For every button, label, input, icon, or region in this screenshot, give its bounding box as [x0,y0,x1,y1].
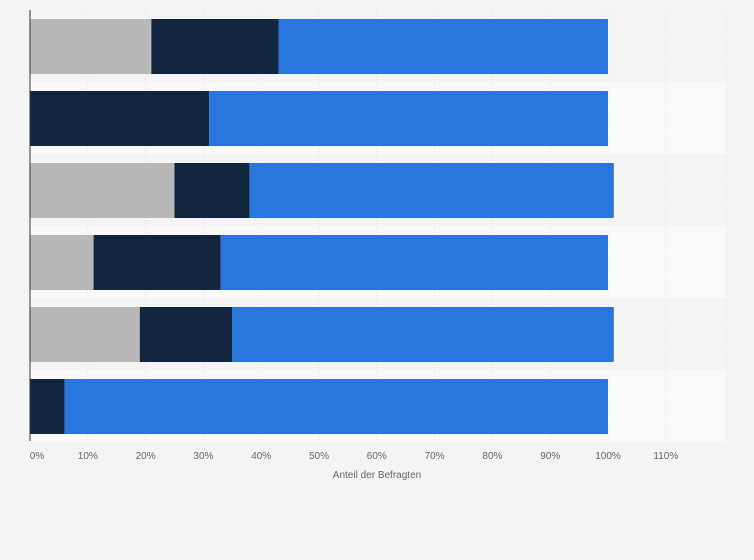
x-tick-label: 30% [193,451,213,462]
x-tick-label: 80% [482,451,502,462]
bar-segment[interactable] [30,235,94,290]
bars [30,19,614,434]
bar-segment[interactable] [64,379,609,434]
x-tick-label: 90% [540,451,560,462]
bar-segment[interactable] [93,235,221,290]
bar-segment[interactable] [30,163,175,218]
x-tick-label: 40% [251,451,271,462]
bar-segment[interactable] [220,235,609,290]
bar-segment[interactable] [151,19,279,74]
x-tick-label: 110% [653,451,678,462]
bar-segment[interactable] [278,19,608,74]
x-tick-label: 20% [136,451,156,462]
bar-segment[interactable] [30,19,152,74]
row-bands [30,10,726,442]
x-tick-label: 60% [367,451,387,462]
x-tick-label: 50% [309,451,329,462]
bar-segment[interactable] [232,307,614,362]
bar-segment[interactable] [30,91,210,146]
x-axis-title: Anteil der Befragten [333,470,421,481]
x-tick-labels: 0% 10% 20% 30% 40% 50% 60% 70% 80% 90% 100% 110% [30,451,679,462]
bar-segment[interactable] [30,307,140,362]
bar-segment[interactable] [249,163,614,218]
bar-segment[interactable] [30,379,65,434]
x-tick-label: 100% [595,451,621,462]
bar-segment[interactable] [139,307,233,362]
x-tick-label: 10% [78,451,98,462]
bar-segment[interactable] [174,163,250,218]
bar-segment[interactable] [209,91,608,146]
x-tick-label: 0% [30,451,45,462]
x-tick-label: 70% [425,451,445,462]
